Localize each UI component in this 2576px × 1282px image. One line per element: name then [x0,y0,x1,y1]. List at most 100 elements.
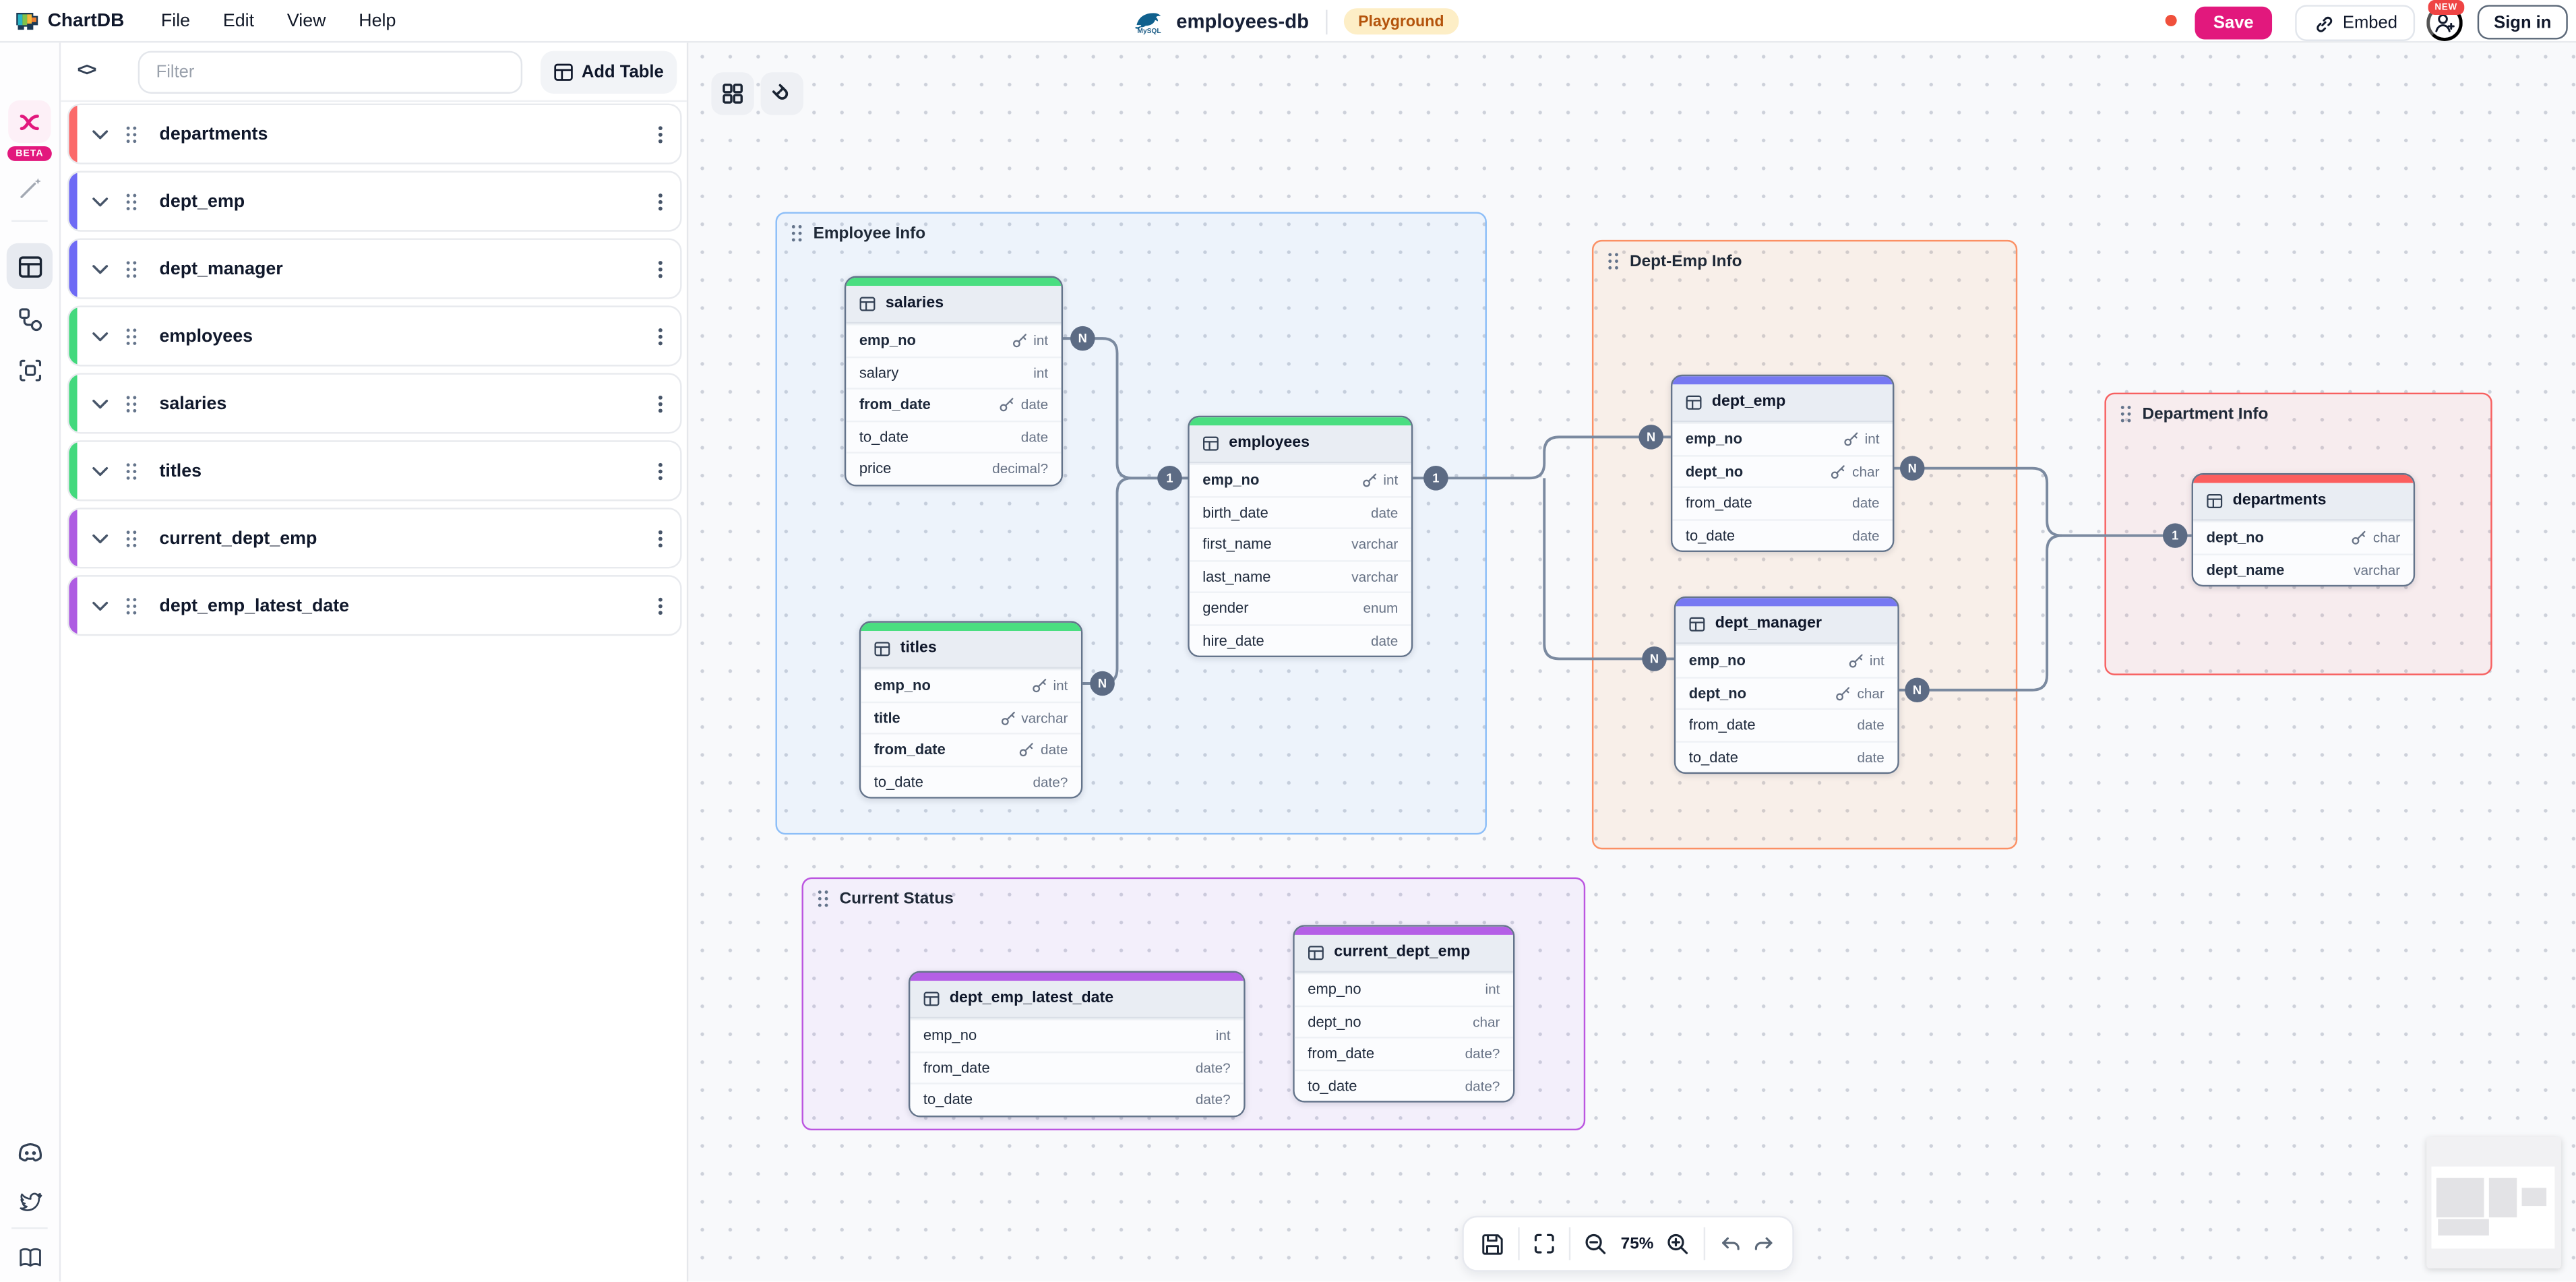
table-header[interactable]: employees [1189,425,1411,464]
drag-handle[interactable] [125,394,138,413]
redo-icon[interactable] [1747,1225,1781,1262]
kebab-menu-icon[interactable] [657,596,664,615]
beta-badge: BETA [7,146,52,161]
table-employees[interactable]: employees emp_no int birth_date date first… [1188,415,1413,657]
area-label: Department Info [2142,404,2269,423]
brand-name: ChartDB [47,10,125,31]
field-row: from_date date [1672,486,1893,519]
kebab-menu-icon[interactable] [657,259,664,278]
undo-icon[interactable] [1713,1225,1747,1262]
color-bar [69,239,78,298]
kebab-menu-icon[interactable] [657,394,664,413]
docs-icon[interactable] [8,1235,51,1278]
table-header[interactable]: salaries [846,284,1062,324]
key-icon [1362,472,1378,488]
ai-magic-icon[interactable] [8,100,51,144]
key-icon [2352,529,2368,545]
chevron-down-icon[interactable] [92,601,109,611]
field-row: to_date date? [861,764,1081,797]
table-header[interactable]: current_dept_emp [1294,934,1513,973]
table-header[interactable]: departments [2193,482,2414,521]
grid-icon[interactable] [711,72,754,115]
rail-divider [11,1227,48,1229]
sidebar-item-dept-manager[interactable]: dept_manager [67,238,682,299]
filter-input[interactable] [137,51,523,94]
table-departments[interactable]: departments dept_no char dept_name varchar [2191,473,2416,587]
discord-icon[interactable] [8,1130,51,1173]
menu-edit[interactable]: Edit [222,11,255,32]
field-row: from_date date [846,388,1062,420]
area-label: Current Status [839,889,954,908]
field-row: dept_name varchar [2193,553,2414,585]
chevron-down-icon[interactable] [92,196,109,206]
table-header[interactable]: titles [861,630,1081,669]
chevron-down-icon[interactable] [92,466,109,476]
chevron-down-icon[interactable] [92,533,109,543]
sidebar-item-departments[interactable]: departments [67,103,682,164]
table-header[interactable]: dept_emp [1672,384,1893,423]
table-icon [1686,394,1702,410]
chevron-down-icon[interactable] [92,264,109,274]
field-row: from_date date? [1294,1037,1513,1069]
field-row: to_date date [846,419,1062,452]
chevron-down-icon[interactable] [92,398,109,408]
magnet-icon[interactable] [760,72,803,115]
drag-handle[interactable] [125,124,138,144]
zoom-level[interactable]: 75% [1620,1234,1654,1253]
twitter-icon[interactable] [8,1180,51,1222]
drag-handle[interactable] [1607,251,1620,271]
minimap[interactable] [2426,1136,2562,1269]
drag-handle[interactable] [125,191,138,211]
drag-handle[interactable] [125,461,138,481]
table-header[interactable]: dept_manager [1676,605,1898,644]
diagram-name[interactable]: employees-db [1176,9,1309,33]
table-current-dept-emp[interactable]: current_dept_emp emp_no int dept_no char f… [1293,925,1515,1103]
table-titles[interactable]: titles emp_no int title varchar from_date d… [859,621,1083,799]
table-salaries[interactable]: salaries emp_no int salary int from_date da… [844,276,1064,486]
save-icon[interactable] [1475,1225,1509,1262]
sidebar-item-current-dept-emp[interactable]: current_dept_emp [67,508,682,569]
kebab-menu-icon[interactable] [657,124,664,144]
drag-handle[interactable] [816,889,830,909]
tables-icon[interactable] [6,243,53,289]
menu-help[interactable]: Help [359,11,396,32]
menu-view[interactable]: View [286,11,326,32]
dependencies-icon[interactable] [8,348,51,391]
save-button[interactable]: Save [2195,6,2273,40]
table-dept-manager[interactable]: dept_manager emp_no int dept_no char from_… [1674,596,1899,774]
code-toggle-icon[interactable]: <> [77,61,97,81]
menu-file[interactable]: File [160,11,191,32]
chevron-down-icon[interactable] [92,331,109,341]
cardinality-badge: N [1905,677,1930,703]
table-dept-emp[interactable]: dept_emp emp_no int dept_no char from_date… [1670,374,1895,552]
table-header[interactable]: dept_emp_latest_date [910,979,1244,1019]
drag-handle[interactable] [125,596,138,615]
sidebar-item-dept-emp[interactable]: dept_emp [67,171,682,232]
kebab-menu-icon[interactable] [657,461,664,481]
sidebar-item-titles[interactable]: titles [67,440,682,501]
add-table-button[interactable]: Add Table [540,51,677,94]
embed-button[interactable]: Embed [2295,5,2416,41]
sidebar-item-employees[interactable]: employees [67,305,682,367]
signin-button[interactable]: Sign in [2477,5,2568,40]
sidebar-item-salaries[interactable]: salaries [67,373,682,434]
drag-handle[interactable] [125,528,138,548]
ai-wand-icon[interactable] [8,166,51,208]
drag-handle[interactable] [125,326,138,346]
fit-view-icon[interactable] [1527,1225,1561,1262]
table-icon [1308,944,1324,960]
drag-handle[interactable] [2119,404,2133,424]
zoom-out-icon[interactable] [1579,1225,1613,1262]
kebab-menu-icon[interactable] [657,191,664,211]
kebab-menu-icon[interactable] [657,326,664,346]
drag-handle[interactable] [790,224,803,243]
chevron-down-icon[interactable] [92,129,109,139]
relationships-icon[interactable] [8,297,51,340]
kebab-menu-icon[interactable] [657,528,664,548]
minimap-block [2436,1178,2484,1218]
drag-handle[interactable] [125,259,138,278]
zoom-in-icon[interactable] [1661,1225,1695,1262]
sidebar-item-dept-emp-latest-date[interactable]: dept_emp_latest_date [67,575,682,636]
field-row: emp_no int [910,1018,1244,1051]
table-dept-emp-latest-date[interactable]: dept_emp_latest_date emp_no int from_date… [908,971,1246,1117]
